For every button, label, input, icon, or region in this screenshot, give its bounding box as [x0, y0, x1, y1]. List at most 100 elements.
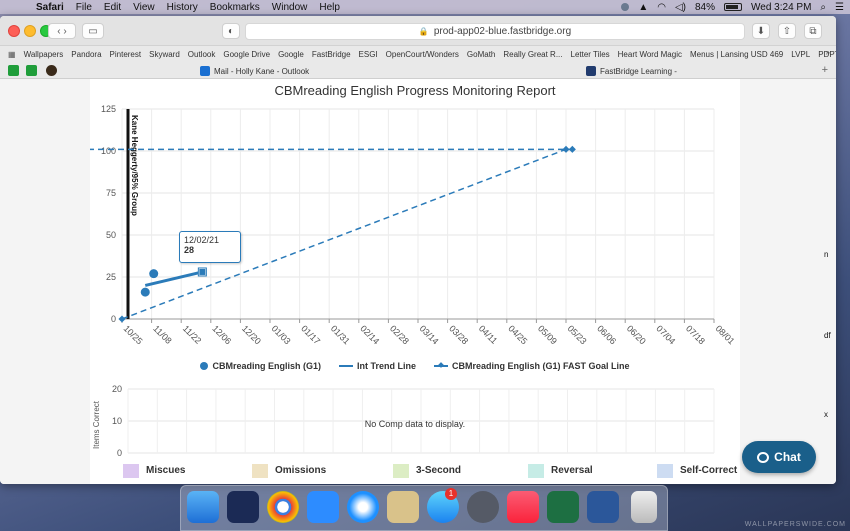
bookmark-gomath[interactable]: GoMath: [466, 50, 496, 59]
bookmark-fastbridge[interactable]: FastBridge: [311, 50, 351, 59]
legend-item-goal[interactable]: CBMreading English (G1) FAST Goal Line: [434, 361, 630, 371]
legend-label: Miscues: [146, 465, 186, 476]
legend-item-scores[interactable]: CBMreading English (G1): [200, 361, 321, 371]
y-tick-label: 0: [111, 314, 116, 324]
sidebar-toggle-icon[interactable]: ▭: [82, 23, 104, 39]
goal-group-label: Kane Heggerty/95% Group: [130, 115, 139, 216]
bookmark-letter-tiles[interactable]: Letter Tiles: [570, 50, 610, 59]
bookmark-pdptoolbox[interactable]: PDPToolbox: [818, 50, 836, 59]
bookmark-lvpl[interactable]: LVPL: [791, 50, 811, 59]
y-tick-label: 25: [106, 272, 116, 282]
goal-point: [118, 315, 126, 323]
extension-icon[interactable]: [8, 65, 19, 76]
tabs-overview-icon[interactable]: ⧉: [804, 23, 822, 39]
y-tick-label: 100: [101, 146, 116, 156]
battery-percent[interactable]: 84%: [695, 1, 716, 13]
notification-badge: 1: [445, 488, 457, 500]
tooltip-value: 28: [184, 245, 195, 255]
word-icon[interactable]: [587, 491, 619, 523]
x-tick-label: 01/31: [329, 323, 352, 346]
reversal-swatch: [528, 463, 544, 478]
tab-fastbridge[interactable]: FastBridge Learning -: [586, 63, 677, 79]
menu-file[interactable]: File: [75, 1, 92, 13]
self-correct-swatch: [657, 463, 673, 478]
legend-marker: [338, 365, 353, 367]
outlook-icon: [200, 66, 210, 76]
comp-y-axis-title: Items Correct: [92, 400, 101, 449]
score-point: [140, 287, 150, 297]
x-tick-label: 01/17: [299, 323, 322, 346]
legend-label: Int Trend Line: [356, 361, 416, 371]
app-logo-icon[interactable]: [227, 491, 259, 523]
excel-icon[interactable]: [547, 491, 579, 523]
battery-icon[interactable]: [724, 3, 743, 11]
new-tab-button[interactable]: +: [821, 64, 828, 76]
legend-self-correct: Self-Correct: [657, 463, 737, 478]
chrome-icon[interactable]: [267, 491, 299, 523]
x-tick-label: 06/20: [625, 323, 648, 346]
bookmark-wallpapers[interactable]: Wallpapers: [23, 50, 64, 59]
trash-icon[interactable]: [631, 491, 657, 523]
preview-icon[interactable]: [387, 491, 419, 523]
extension-icon[interactable]: [26, 65, 37, 76]
menu-safari[interactable]: Safari: [36, 1, 64, 13]
control-center-icon[interactable]: ☰: [835, 1, 844, 13]
menu-bookmarks[interactable]: Bookmarks: [209, 1, 260, 13]
fastbridge-icon: [586, 66, 596, 76]
back-forward-buttons[interactable]: ‹ ›: [48, 23, 76, 39]
menu-help[interactable]: Help: [319, 1, 340, 13]
legend-label: Reversal: [551, 465, 593, 476]
comp-chart: 0 10 20: [112, 384, 715, 457]
chat-button[interactable]: Chat: [742, 441, 816, 473]
tab-outlook-mail[interactable]: Mail - Holly Kane - Outlook: [200, 63, 309, 79]
legend-reversal: Reversal: [528, 463, 593, 478]
chat-bubble-icon: [757, 451, 770, 463]
finder-icon[interactable]: [187, 491, 219, 523]
privacy-shield-icon[interactable]: ◐: [222, 23, 240, 39]
bookmark-opencourt[interactable]: OpenCourt/Wonders: [385, 50, 459, 59]
status-dot-icon[interactable]: [621, 3, 630, 11]
downloads-icon[interactable]: ⬇: [752, 23, 770, 39]
bookmark-pinterest[interactable]: Pinterest: [109, 50, 142, 59]
legend-item-trend[interactable]: Int Trend Line: [338, 361, 416, 371]
extension-icon[interactable]: [46, 65, 57, 76]
wifi-icon[interactable]: ◠: [657, 1, 666, 13]
address-bar[interactable]: 🔒 prod-app02-blue.fastbridge.org: [245, 23, 745, 40]
page-content: CBMreading English Progress Monitoring R…: [0, 79, 836, 484]
bookmark-menus-lansing[interactable]: Menus | Lansing USD 469: [689, 50, 784, 59]
zoom-icon[interactable]: [307, 491, 339, 523]
url-text: prod-app02-blue.fastbridge.org: [433, 26, 572, 37]
minimize-window-button[interactable]: [24, 25, 36, 37]
menu-history[interactable]: History: [166, 1, 198, 13]
bookmark-google[interactable]: Google: [278, 50, 304, 59]
x-tick-label: 03/14: [418, 323, 441, 346]
grid-icon[interactable]: ▦: [8, 50, 16, 59]
bookmark-outlook[interactable]: Outlook: [187, 50, 216, 59]
menu-window[interactable]: Window: [271, 1, 308, 13]
bookmark-google-drive[interactable]: Google Drive: [223, 50, 271, 59]
more-bookmarks-icon[interactable]: »: [825, 48, 830, 57]
volume-icon[interactable]: ◁): [674, 1, 686, 13]
close-window-button[interactable]: [8, 25, 20, 37]
macos-dock: 1: [180, 485, 668, 531]
music-icon[interactable]: [507, 491, 539, 523]
bookmark-heart-word-magic[interactable]: Heart Word Magic: [617, 50, 682, 59]
report-title: CBMreading English Progress Monitoring R…: [274, 83, 556, 98]
menu-clock[interactable]: Wed 3:24 PM: [751, 1, 812, 13]
bookmarks-bar: ▦ Wallpapers Pandora Pinterest Skyward O…: [0, 46, 836, 63]
safari-icon[interactable]: [347, 491, 379, 523]
bookmark-really-great[interactable]: Really Great R...: [503, 50, 563, 59]
score-point: [149, 269, 159, 279]
background-window-fragment: n df x: [824, 250, 831, 427]
share-icon[interactable]: ⇧: [778, 23, 796, 39]
launchpad-icon[interactable]: [467, 491, 499, 523]
search-icon[interactable]: ⌕: [820, 1, 827, 13]
menu-view[interactable]: View: [133, 1, 155, 13]
bookmark-pandora[interactable]: Pandora: [71, 50, 102, 59]
bookmark-esgi[interactable]: ESGI: [358, 50, 378, 59]
bookmark-skyward[interactable]: Skyward: [149, 50, 180, 59]
watermark-text: WALLPAPERSWIDE.COM: [744, 521, 846, 528]
x-tick-label: 10/25: [122, 323, 145, 346]
menu-edit[interactable]: Edit: [103, 1, 122, 13]
chevron-icon[interactable]: ▲: [638, 1, 649, 13]
